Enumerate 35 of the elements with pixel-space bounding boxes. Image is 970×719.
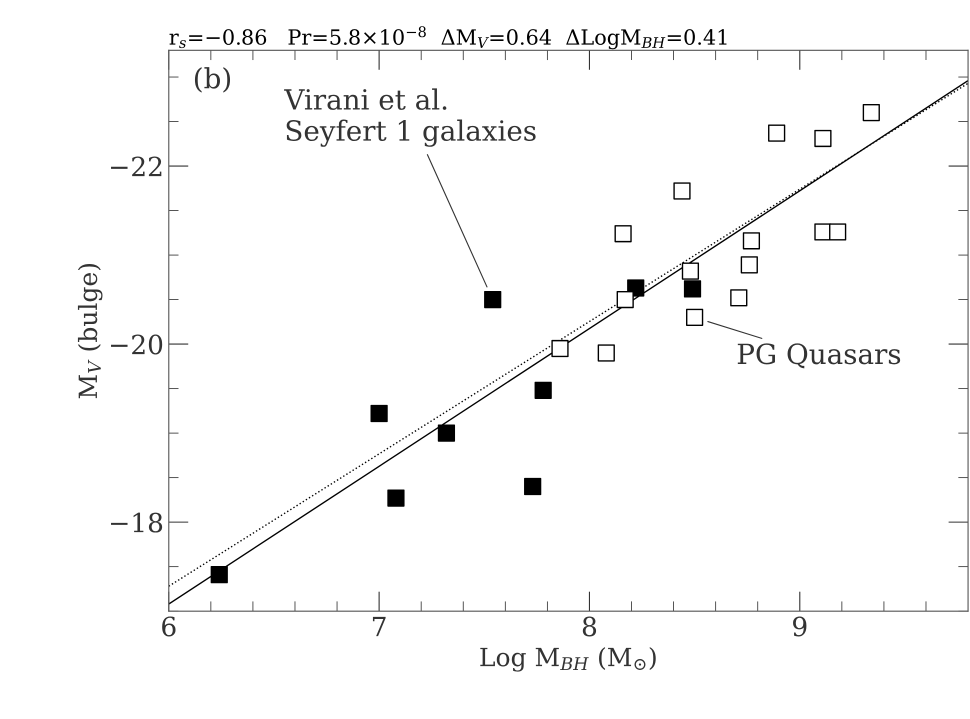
series-label: PG Quasars (738, 343, 900, 368)
point (616, 290, 634, 308)
point (684, 280, 702, 298)
point (598, 344, 615, 362)
point (814, 130, 832, 148)
x-tick-label: 8 (582, 616, 596, 636)
point (682, 262, 700, 280)
y-tick-label: −20 (111, 334, 162, 354)
point (370, 404, 388, 422)
point (862, 104, 880, 122)
point (210, 566, 228, 584)
y-tick-label: −18 (111, 512, 162, 533)
chart-title: r$_{s}$=−0.86 Pr=5.8×10$^{−8}$ ΔM$_{V}$=0.64 ΔLogM$_{BH}$=0.41 (170, 26, 726, 50)
text: Virani et al. Seyfert 1 galaxies (284, 88, 536, 147)
y-axis-title: M$_{V}$ (bulge) (78, 264, 102, 398)
point (484, 290, 502, 308)
point (534, 382, 552, 399)
point (768, 124, 786, 142)
annotation: (b) (194, 67, 230, 93)
x-axis-title: Log M$_{BH}$ (M$_{⊙}$) (480, 647, 656, 672)
point (829, 223, 846, 241)
x-tick-label: 9 (793, 616, 806, 636)
point (524, 478, 542, 496)
point (686, 308, 704, 326)
x-tick-label: 6 (162, 616, 176, 636)
y-tick-label: −22 (111, 156, 162, 176)
point (551, 340, 569, 358)
point (387, 489, 405, 507)
point (673, 182, 691, 200)
point (730, 289, 748, 306)
point (614, 225, 632, 242)
point (742, 232, 760, 250)
point (740, 256, 758, 274)
x-tick-label: 7 (372, 616, 386, 636)
point (438, 424, 456, 442)
